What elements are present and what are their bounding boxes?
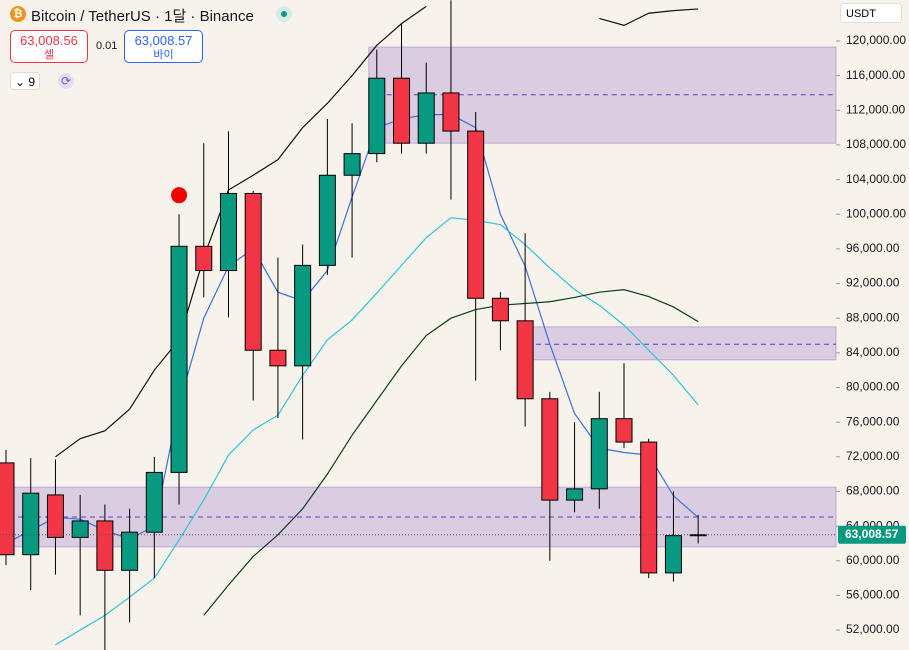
y-tick-label: 108,000.00 — [846, 137, 906, 151]
sell-label: 셀 — [43, 49, 55, 61]
candle-body — [22, 492, 40, 556]
candle-body — [170, 245, 188, 473]
y-tick-label: 104,000.00 — [846, 172, 906, 186]
candle-body — [121, 531, 139, 571]
signal-dot — [171, 187, 188, 204]
candle-body — [294, 264, 312, 367]
candle-body — [96, 520, 114, 571]
symbol-icon: ₿ — [10, 6, 26, 22]
candle-body — [516, 320, 534, 400]
candle-body — [343, 153, 361, 176]
sell-button[interactable]: 63,008.56 셀 — [10, 30, 88, 63]
y-tick-label: 100,000.00 — [846, 206, 906, 220]
candle-body — [417, 92, 435, 144]
last-price-box — [838, 525, 906, 544]
candle-body — [640, 441, 658, 574]
last-price-label: 63,008.57 — [845, 527, 899, 541]
y-tick-label: 80,000.00 — [846, 380, 900, 394]
candle-body — [615, 418, 633, 443]
zone — [526, 326, 837, 361]
buy-label: 바이 — [153, 49, 174, 61]
candle-body — [393, 77, 411, 144]
y-tick-label: 76,000.00 — [846, 414, 900, 428]
candle-body — [145, 471, 163, 533]
indicator-count: 9 — [28, 75, 36, 89]
candle-body — [442, 92, 460, 132]
y-tick-label: 120,000.00 — [846, 33, 906, 47]
y-tick-label: 116,000.00 — [846, 68, 905, 82]
symbol-title: Bitcoin / TetherUS · 1달 · Binance — [31, 8, 254, 25]
indicator-line — [203, 289, 699, 616]
candle-body — [0, 462, 15, 556]
y-tick-label: 56,000.00 — [846, 588, 900, 602]
y-tick-label: 60,000.00 — [846, 553, 900, 567]
y-tick-label: 112,000.00 — [846, 102, 905, 116]
candle-body — [219, 192, 237, 272]
candle-body — [664, 535, 682, 574]
currency-select[interactable]: USDT — [840, 3, 902, 23]
y-tick-label: 84,000.00 — [846, 345, 900, 359]
y-tick-label: 92,000.00 — [846, 276, 900, 290]
currency: USDT — [846, 8, 876, 20]
candle-body — [195, 245, 213, 272]
y-tick-label: 68,000.00 — [846, 484, 900, 498]
indicator-line — [55, 5, 699, 458]
y-tick-label: 96,000.00 — [846, 241, 900, 255]
refresh-icon[interactable]: ⟳ — [58, 73, 74, 89]
buy-price: 63,008.57 — [134, 33, 193, 48]
candle-body — [269, 349, 287, 367]
candle-body — [244, 192, 262, 351]
candle-body — [46, 494, 64, 538]
candle-body — [368, 77, 386, 155]
candle-body — [689, 534, 707, 537]
sell-price: 63,008.56 — [20, 33, 78, 48]
y-tick-label: 72,000.00 — [846, 449, 900, 463]
indicator-toggle[interactable]: ⌄ 9 — [10, 72, 40, 90]
buy-button[interactable]: 63,008.57 바이 — [124, 30, 203, 63]
y-tick-label: 52,000.00 — [846, 622, 900, 636]
candle-body — [541, 398, 559, 501]
candle-body — [467, 130, 485, 299]
spread: 0.01 — [96, 40, 118, 52]
indicator-line — [55, 217, 699, 646]
y-tick-label: 88,000.00 — [846, 310, 900, 324]
status-dot — [276, 6, 292, 22]
candle-body — [590, 418, 608, 490]
candle-body — [318, 174, 336, 266]
candle-body — [491, 297, 509, 322]
candle-body — [566, 488, 584, 501]
candle-body — [71, 520, 89, 538]
